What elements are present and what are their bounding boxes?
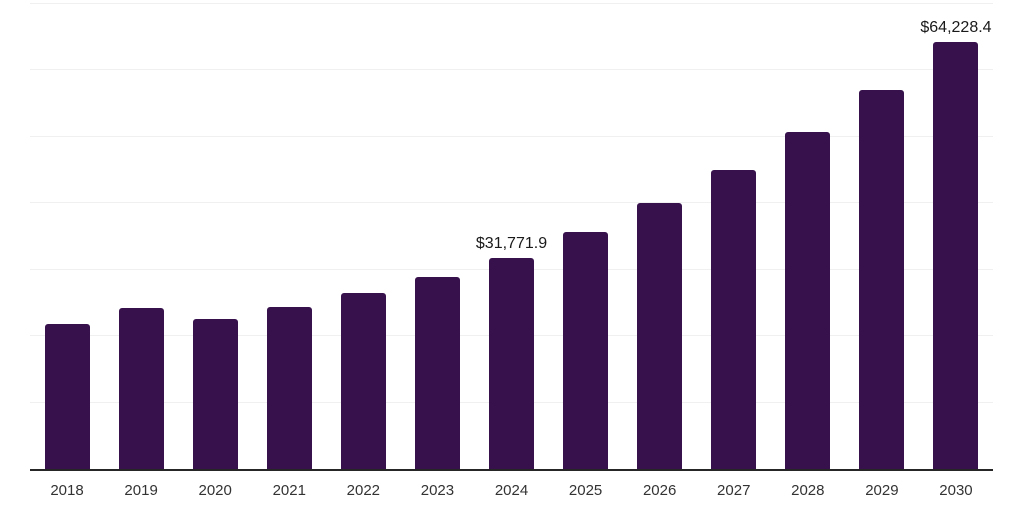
x-tick-2020: 2020: [198, 482, 232, 499]
bar-column-2018: [30, 4, 104, 469]
x-tick-2030: 2030: [939, 482, 973, 499]
bars-container: $31,771.9 $64,228.4: [30, 4, 993, 469]
bar-column-2023: [400, 4, 474, 469]
data-label-2024: $31,771.9: [475, 234, 548, 252]
bar-column-2029: [845, 4, 919, 469]
x-tick-2028: 2028: [791, 482, 825, 499]
x-tick-2024: 2024: [494, 482, 529, 499]
bar-2023: [414, 277, 460, 469]
bar-2030: $64,228.4: [920, 19, 992, 469]
bar-column-2030: $64,228.4: [919, 4, 993, 469]
bar-2028: [785, 131, 831, 469]
x-tick-2026: 2026: [642, 482, 677, 499]
bar-2019: [118, 308, 164, 469]
x-tick-2018: 2018: [50, 482, 84, 499]
x-tick-2022: 2022: [346, 482, 381, 499]
bar-column-2021: [252, 4, 326, 469]
bar-2029: [859, 89, 905, 469]
bar-2020: [192, 318, 238, 469]
bar-2026: [637, 202, 683, 469]
bar-column-2027: [697, 4, 771, 469]
bar-2021: [266, 306, 312, 469]
plot-area: $31,771.9 $64,228.4: [30, 3, 993, 471]
x-axis-labels: 2018 2019 2020 2021 2022 2023 2024 2025 2026 2027…: [30, 482, 993, 499]
bar-2024: $31,771.9: [476, 235, 547, 469]
x-tick-2027: 2027: [717, 482, 751, 499]
gridline-70000: [30, 3, 993, 4]
x-tick-2021: 2021: [272, 482, 306, 499]
gridline-40000: [30, 202, 993, 204]
bar-2025: [563, 231, 609, 469]
bar-column-2025: [549, 4, 623, 469]
x-tick-2023: 2023: [420, 482, 455, 499]
x-tick-2019: 2019: [124, 482, 158, 499]
bar-2022: [340, 292, 386, 469]
data-label-2030: $64,228.4: [920, 19, 992, 37]
bar-column-2019: [104, 4, 178, 469]
x-tick-2025: 2025: [568, 482, 603, 499]
gridline-60000: [30, 69, 993, 71]
bar-column-2026: [623, 4, 697, 469]
bar-2018: [44, 323, 90, 469]
x-tick-2029: 2029: [865, 482, 899, 499]
bar-2027: [711, 170, 757, 469]
bar-column-2022: [326, 4, 400, 469]
bar-column-2028: [771, 4, 845, 469]
bar-column-2024: $31,771.9: [474, 4, 548, 469]
gridline-50000: [30, 135, 993, 137]
bar-column-2020: [178, 4, 252, 469]
